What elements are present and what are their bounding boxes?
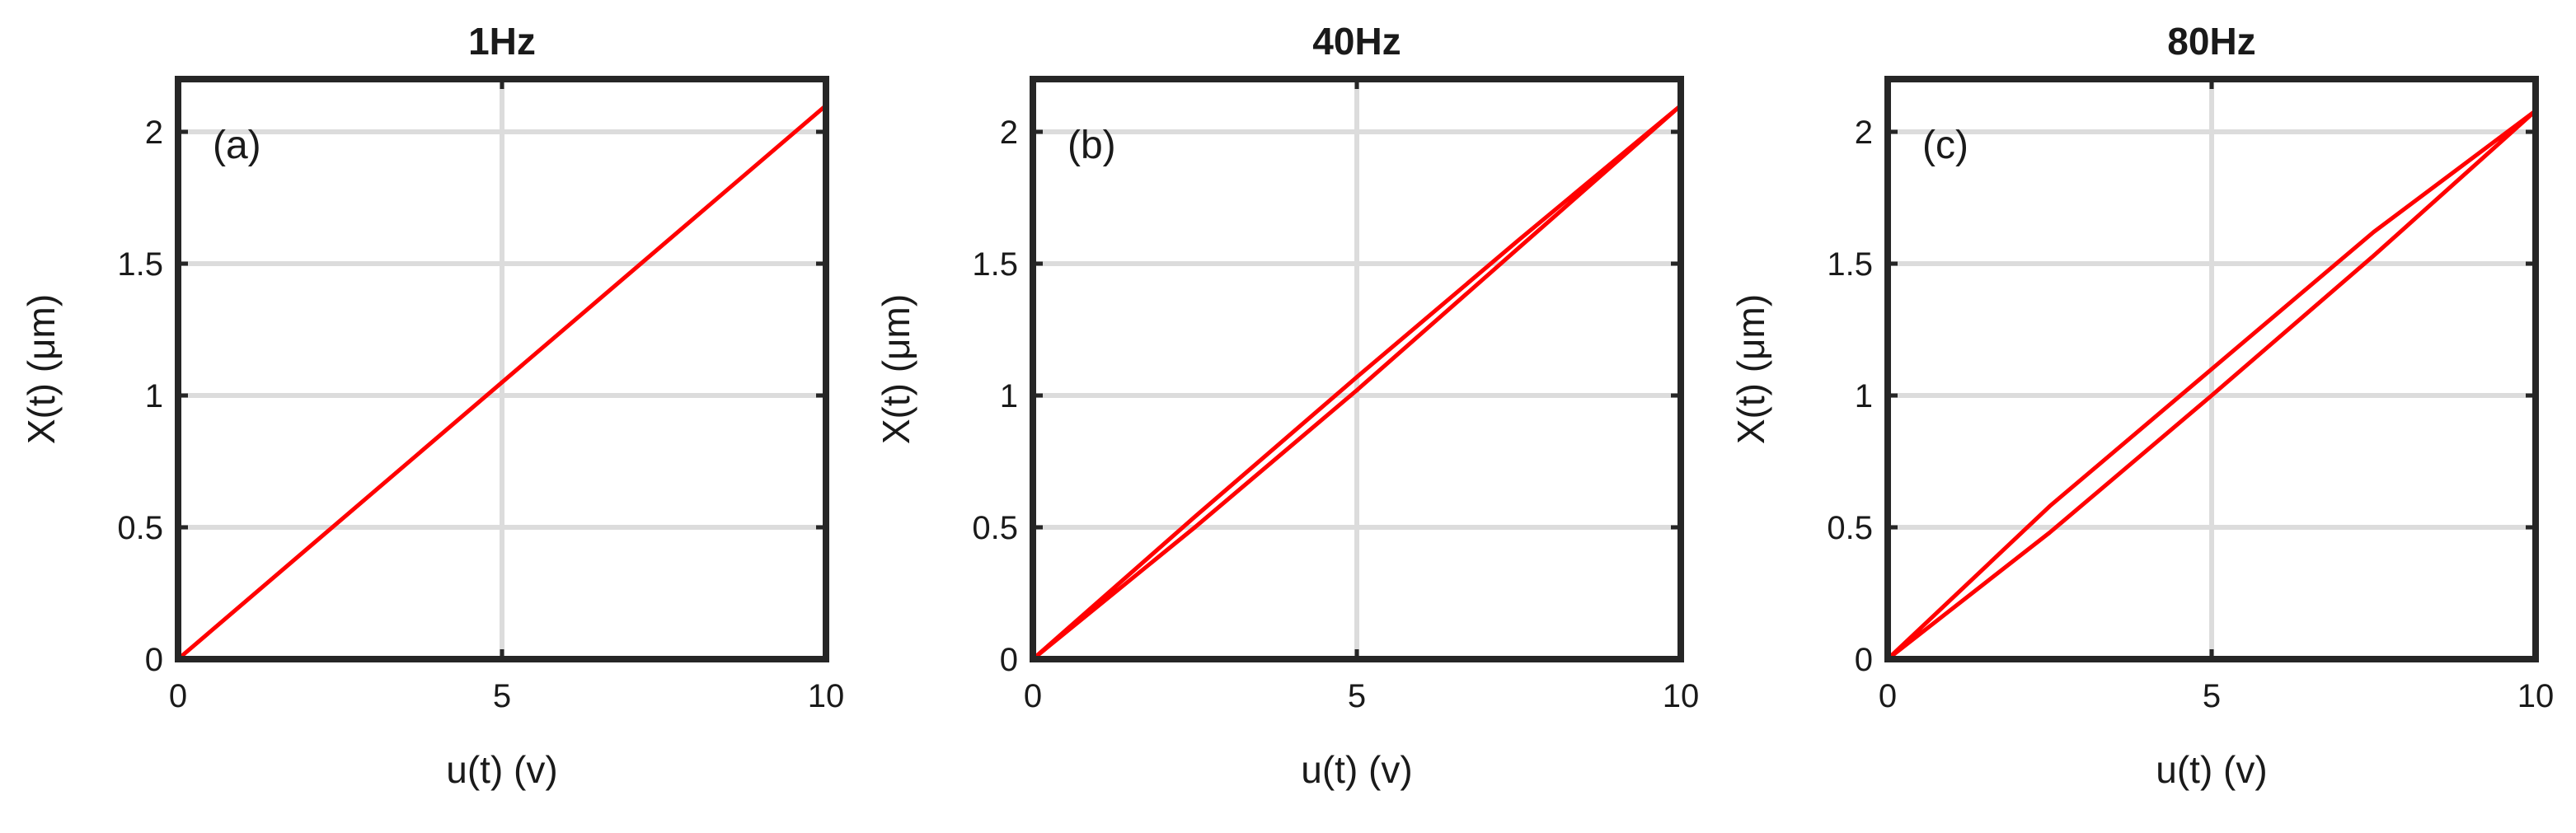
panel-title: 1Hz: [468, 20, 536, 63]
y-tick-label: 0.5: [117, 510, 163, 546]
x-tick-label: 10: [2517, 678, 2555, 714]
x-tick-label: 0: [169, 678, 187, 714]
x-tick-label: 0: [1024, 678, 1042, 714]
y-axis-label: X(t) (μm): [875, 294, 917, 444]
panel-3: 0 5 10 0 0.5 1 1.5 2 80Hz u(t) (v) X(t) (μm) (c): [1729, 20, 2554, 791]
y-tick-label: 1: [1855, 378, 1873, 414]
panel-2: 0 5 10 0 0.5 1 1.5 2 40Hz u(t) (v) X(t) (μm) (b): [875, 20, 1699, 791]
y-tick-label: 0: [1000, 642, 1018, 678]
x-tick-label: 10: [808, 678, 845, 714]
axes-box: [1884, 76, 2539, 662]
y-tick-label: 1.5: [1827, 246, 1873, 283]
y-axis-label: X(t) (μm): [20, 294, 63, 444]
x-axis-label: u(t) (v): [2156, 748, 2267, 791]
panel-annotation: (b): [1067, 124, 1116, 167]
y-axis-label: X(t) (μm): [1729, 294, 1772, 444]
x-tick-label: 10: [1663, 678, 1700, 714]
y-tick-label: 0.5: [972, 510, 1018, 546]
y-tick-label: 2: [1000, 115, 1018, 151]
y-tick-label: 2: [145, 115, 163, 151]
y-tick-label: 0: [145, 642, 163, 678]
x-tick-label: 5: [1348, 678, 1366, 714]
y-tick-label: 0: [1855, 642, 1873, 678]
y-tick-label: 1: [1000, 378, 1018, 414]
data-series-line: [176, 103, 828, 662]
y-tick-label: 0.5: [1827, 510, 1873, 546]
x-tick-label: 5: [493, 678, 511, 714]
y-tick-label: 1.5: [117, 246, 163, 283]
panel-annotation: (c): [1922, 124, 1968, 167]
y-tick-label: 1: [145, 378, 163, 414]
axes-box: [175, 76, 829, 662]
y-tick-label: 2: [1855, 115, 1873, 151]
x-axis-label: u(t) (v): [446, 748, 557, 791]
x-tick-label: 0: [1879, 678, 1897, 714]
panel-annotation: (a): [213, 124, 261, 167]
panel-title: 80Hz: [2167, 20, 2255, 63]
x-tick-label: 5: [2203, 678, 2221, 714]
axes-box: [1030, 76, 1684, 662]
y-tick-label: 1.5: [972, 246, 1018, 283]
panel-1: 0 5 10 0 0.5 1 1.5 2 1Hz u(t) (v) X(t) (μm) (a): [20, 20, 844, 791]
x-axis-label: u(t) (v): [1301, 748, 1412, 791]
panel-title: 40Hz: [1312, 20, 1401, 63]
